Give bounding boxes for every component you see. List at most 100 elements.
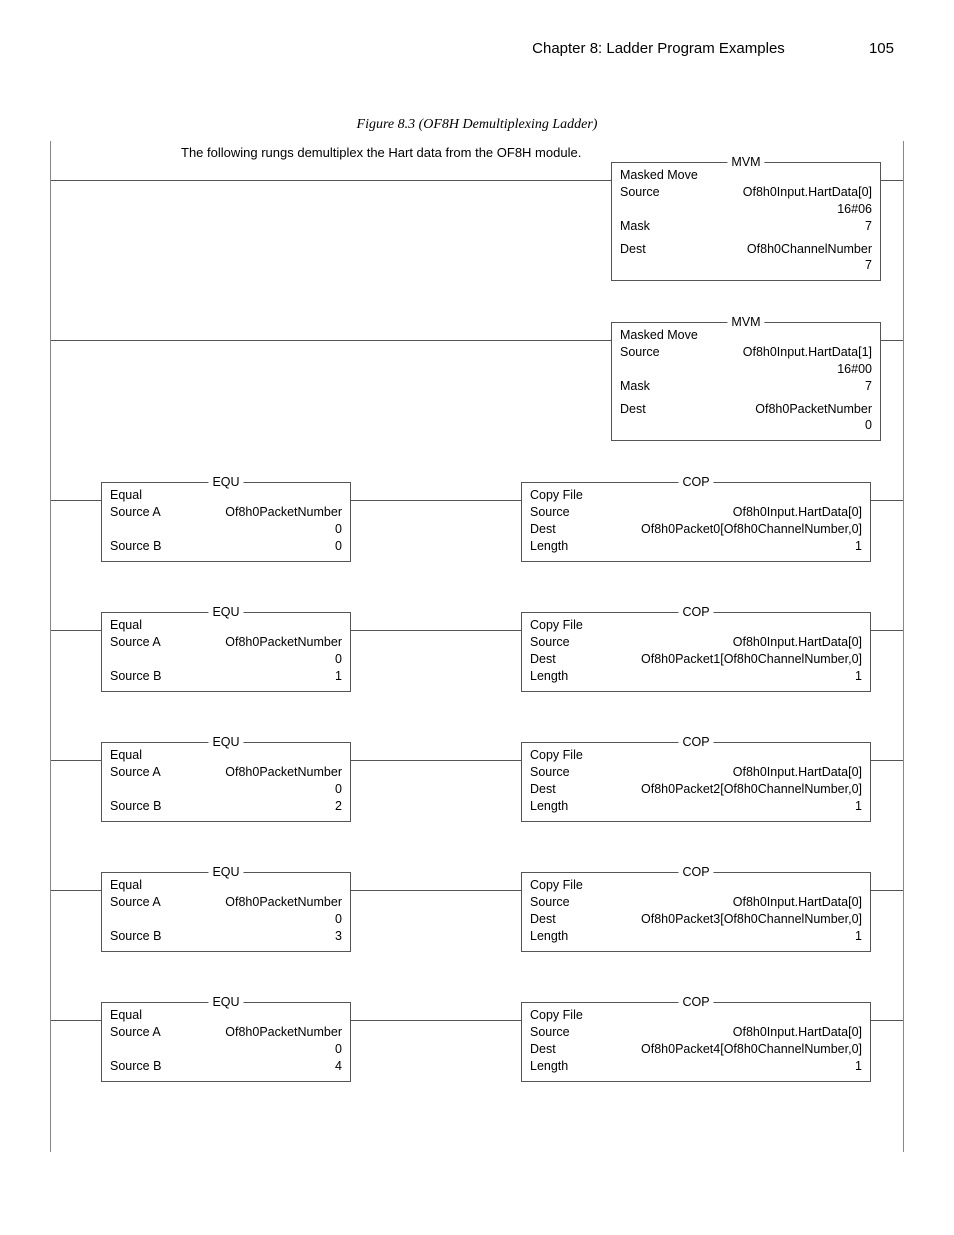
- rung-equ-cop: EQU Equal Source AOf8h0PacketNumber 0 So…: [51, 612, 903, 712]
- rung-wire: [351, 890, 521, 891]
- block-type: MVM: [727, 154, 764, 171]
- cop-length-value: 1: [855, 928, 862, 945]
- block-type: COP: [678, 604, 713, 621]
- cop-source-value: Of8h0Input.HartData[0]: [733, 1024, 862, 1041]
- cop-source-label: Source: [530, 764, 570, 781]
- rung-wire: [51, 500, 101, 501]
- mvm-block: MVM Masked Move SourceOf8h0Input.HartDat…: [611, 322, 881, 441]
- mask-value: 7: [865, 378, 872, 395]
- cop-dest-value: Of8h0Packet1[Of8h0ChannelNumber,0]: [641, 651, 862, 668]
- rung-wire: [51, 760, 101, 761]
- source-label: Source: [620, 184, 660, 201]
- block-type: EQU: [208, 864, 243, 881]
- equ-block: EQU Equal Source AOf8h0PacketNumber 0 So…: [101, 482, 351, 562]
- block-body: Copy File SourceOf8h0Input.HartData[0] D…: [522, 613, 870, 691]
- source-a-sub: 0: [335, 651, 342, 668]
- block-body: Copy File SourceOf8h0Input.HartData[0] D…: [522, 873, 870, 951]
- cop-length-label: Length: [530, 928, 568, 945]
- source-a-sub: 0: [335, 781, 342, 798]
- dest-value: Of8h0PacketNumber: [755, 401, 872, 418]
- source-value: Of8h0Input.HartData[0]: [743, 184, 872, 201]
- cop-source-value: Of8h0Input.HartData[0]: [733, 634, 862, 651]
- mask-label: Mask: [620, 378, 650, 395]
- block-type: EQU: [208, 604, 243, 621]
- source-a-value: Of8h0PacketNumber: [225, 894, 342, 911]
- source-label: Source: [620, 344, 660, 361]
- cop-source-value: Of8h0Input.HartData[0]: [733, 764, 862, 781]
- source-sub: 16#00: [837, 361, 872, 378]
- block-type: EQU: [208, 474, 243, 491]
- source-b-label: Source B: [110, 928, 161, 945]
- chapter-title: Chapter 8: Ladder Program Examples: [532, 40, 785, 57]
- cop-block: COP Copy File SourceOf8h0Input.HartData[…: [521, 742, 871, 822]
- source-b-value: 4: [335, 1058, 342, 1075]
- rung-wire: [351, 500, 521, 501]
- cop-length-label: Length: [530, 798, 568, 815]
- rung-wire: [51, 630, 101, 631]
- source-b-value: 2: [335, 798, 342, 815]
- block-body: Equal Source AOf8h0PacketNumber 0 Source…: [102, 743, 350, 821]
- cop-length-label: Length: [530, 538, 568, 555]
- cop-length-label: Length: [530, 668, 568, 685]
- equ-block: EQU Equal Source AOf8h0PacketNumber 0 So…: [101, 1002, 351, 1082]
- cop-length-label: Length: [530, 1058, 568, 1075]
- source-a-value: Of8h0PacketNumber: [225, 504, 342, 521]
- cop-dest-label: Dest: [530, 521, 556, 538]
- page: Chapter 8: Ladder Program Examples 105 F…: [0, 0, 954, 1192]
- cop-block: COP Copy File SourceOf8h0Input.HartData[…: [521, 872, 871, 952]
- equ-block: EQU Equal Source AOf8h0PacketNumber 0 So…: [101, 872, 351, 952]
- block-body: Copy File SourceOf8h0Input.HartData[0] D…: [522, 483, 870, 561]
- mask-label: Mask: [620, 218, 650, 235]
- ladder-diagram: The following rungs demultiplex the Hart…: [50, 141, 904, 1152]
- source-b-value: 3: [335, 928, 342, 945]
- source-a-label: Source A: [110, 764, 161, 781]
- rung-wire: [351, 1020, 521, 1021]
- rung-mvm-2: MVM Masked Move SourceOf8h0Input.HartDat…: [51, 322, 903, 452]
- cop-source-label: Source: [530, 634, 570, 651]
- figure-title: Figure 8.3 (OF8H Demultiplexing Ladder): [50, 117, 904, 133]
- cop-source-label: Source: [530, 894, 570, 911]
- block-type: EQU: [208, 994, 243, 1011]
- source-b-value: 0: [335, 538, 342, 555]
- cop-source-value: Of8h0Input.HartData[0]: [733, 894, 862, 911]
- page-header: Chapter 8: Ladder Program Examples 105: [50, 40, 904, 57]
- dest-label: Dest: [620, 401, 646, 418]
- cop-dest-label: Dest: [530, 781, 556, 798]
- cop-source-value: Of8h0Input.HartData[0]: [733, 504, 862, 521]
- rung-wire: [871, 500, 903, 501]
- rung-wire: [871, 890, 903, 891]
- cop-dest-value: Of8h0Packet4[Of8h0ChannelNumber,0]: [641, 1041, 862, 1058]
- source-a-sub: 0: [335, 521, 342, 538]
- cop-dest-value: Of8h0Packet2[Of8h0ChannelNumber,0]: [641, 781, 862, 798]
- cop-source-label: Source: [530, 504, 570, 521]
- cop-source-label: Source: [530, 1024, 570, 1041]
- cop-length-value: 1: [855, 798, 862, 815]
- rung-equ-cop: EQU Equal Source AOf8h0PacketNumber 0 So…: [51, 742, 903, 842]
- cop-length-value: 1: [855, 538, 862, 555]
- dest-label: Dest: [620, 241, 646, 258]
- source-sub: 16#06: [837, 201, 872, 218]
- rung-wire: [871, 630, 903, 631]
- cop-dest-label: Dest: [530, 1041, 556, 1058]
- mask-value: 7: [865, 218, 872, 235]
- block-type: MVM: [727, 314, 764, 331]
- block-type: COP: [678, 734, 713, 751]
- block-type: COP: [678, 474, 713, 491]
- block-type: COP: [678, 864, 713, 881]
- pairs-container: EQU Equal Source AOf8h0PacketNumber 0 So…: [51, 482, 903, 1102]
- equ-block: EQU Equal Source AOf8h0PacketNumber 0 So…: [101, 612, 351, 692]
- mvm-block: MVM Masked Move SourceOf8h0Input.HartDat…: [611, 162, 881, 281]
- rung-wire: [351, 760, 521, 761]
- rung-mvm-1: MVM Masked Move SourceOf8h0Input.HartDat…: [51, 162, 903, 292]
- source-a-label: Source A: [110, 634, 161, 651]
- source-a-sub: 0: [335, 1041, 342, 1058]
- rung-wire: [871, 760, 903, 761]
- dest-sub: 0: [865, 417, 872, 434]
- block-type: COP: [678, 994, 713, 1011]
- equ-block: EQU Equal Source AOf8h0PacketNumber 0 So…: [101, 742, 351, 822]
- block-body: Equal Source AOf8h0PacketNumber 0 Source…: [102, 483, 350, 561]
- cop-block: COP Copy File SourceOf8h0Input.HartData[…: [521, 1002, 871, 1082]
- dest-value: Of8h0ChannelNumber: [747, 241, 872, 258]
- source-a-sub: 0: [335, 911, 342, 928]
- source-b-value: 1: [335, 668, 342, 685]
